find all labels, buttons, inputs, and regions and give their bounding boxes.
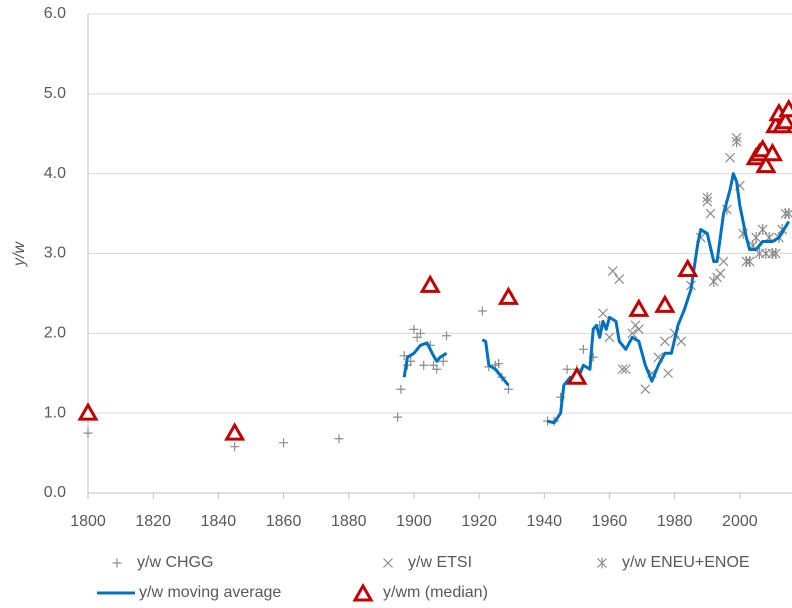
x-tick-label: 1920 <box>461 513 497 530</box>
plus-marker <box>442 331 452 341</box>
asterisk-marker <box>744 255 755 267</box>
plus-marker <box>396 384 406 394</box>
x-marker <box>604 332 615 343</box>
plus-marker <box>503 384 513 394</box>
triangle-marker <box>774 110 792 130</box>
plus-marker <box>279 438 289 448</box>
x-marker <box>640 384 651 395</box>
plus-marker <box>393 412 403 422</box>
x-tick-label: 1960 <box>592 513 628 530</box>
legend-label: y/w ENEU+ENOE <box>622 554 750 571</box>
x-tick-label: 1860 <box>266 513 302 530</box>
triangle-marker <box>224 422 246 441</box>
plus-marker <box>438 356 448 366</box>
plus-marker <box>415 328 425 338</box>
x-marker <box>633 324 644 335</box>
x-marker <box>627 328 638 339</box>
triangle-marker <box>654 294 676 313</box>
grid: 0.0 1.0 2.0 3.0 4.0 5.0 6.0 1800 1820 1840 1860 188… <box>44 5 792 530</box>
triangle-marker <box>497 286 520 305</box>
triangle-marker <box>778 98 792 118</box>
asterisk-marker <box>708 275 719 287</box>
triangle-marker <box>628 298 650 317</box>
x-tick-label: 1840 <box>201 513 237 530</box>
moving-average-line <box>402 172 791 425</box>
plus-marker <box>230 442 240 452</box>
y-tick-label: 2.0 <box>44 325 66 342</box>
plus-marker <box>83 428 93 438</box>
asterisk-marker <box>731 136 742 148</box>
x-marker <box>715 268 726 279</box>
x-tick-label: 2000 <box>722 513 758 530</box>
x-tick-label: 1980 <box>657 513 693 530</box>
triangle-marker <box>419 274 441 293</box>
y-tick-label: 5.0 <box>44 85 66 102</box>
plot-area <box>77 98 792 452</box>
legend-label: y/w ETSI <box>408 554 472 571</box>
triangle-marker <box>752 138 774 158</box>
plus-marker <box>494 359 504 369</box>
asterisk-marker <box>702 192 713 204</box>
x-marker <box>718 256 729 267</box>
x-tick-label: 1880 <box>331 513 367 530</box>
legend-label: y/w CHGG <box>137 554 213 571</box>
triangle-marker <box>677 258 699 277</box>
legend-label: y/wm (median) <box>383 584 488 601</box>
x-marker <box>725 152 735 163</box>
legend-marker <box>112 558 122 568</box>
legend-label: y/w moving average <box>139 584 281 601</box>
y-tick-label: 6.0 <box>44 5 66 22</box>
triangle-marker <box>761 142 784 162</box>
triangle-marker <box>755 154 777 174</box>
y-tick-label: 0.0 <box>44 484 66 501</box>
x-tick-label: 1940 <box>526 513 562 530</box>
y-tick-label: 3.0 <box>44 245 66 262</box>
plus-marker <box>432 364 442 374</box>
plus-marker <box>477 306 487 316</box>
legend-marker <box>597 557 607 569</box>
plus-marker <box>409 324 419 334</box>
legend-marker <box>383 558 393 568</box>
asterisk-marker <box>770 248 781 259</box>
x-marker <box>617 364 628 375</box>
plus-marker <box>334 434 344 444</box>
asterisk-marker <box>751 232 762 244</box>
asterisk-marker <box>757 224 768 236</box>
x-marker <box>663 368 674 379</box>
legend-marker <box>352 582 374 602</box>
x-marker <box>676 336 687 347</box>
legend: y/w CHGG y/w ETSI y/w ENEU+ENOE y/w moving … <box>97 554 750 602</box>
triangle-marker <box>77 402 99 421</box>
x-marker <box>620 364 631 375</box>
x-tick-label: 1800 <box>70 513 106 530</box>
x-marker <box>607 266 618 276</box>
x-marker <box>598 308 608 319</box>
plus-marker <box>419 360 429 370</box>
triangle-marker <box>566 366 588 385</box>
x-tick-label: 1820 <box>135 513 171 530</box>
x-marker <box>614 274 625 284</box>
y-axis-label: y/w <box>11 241 28 267</box>
y-tick-label: 4.0 <box>44 165 66 182</box>
x-marker <box>659 336 670 347</box>
x-marker <box>705 208 716 219</box>
plus-marker <box>578 344 588 354</box>
x-tick-label: 1900 <box>396 513 432 530</box>
plus-marker <box>562 364 572 374</box>
y-tick-label: 1.0 <box>44 404 66 421</box>
